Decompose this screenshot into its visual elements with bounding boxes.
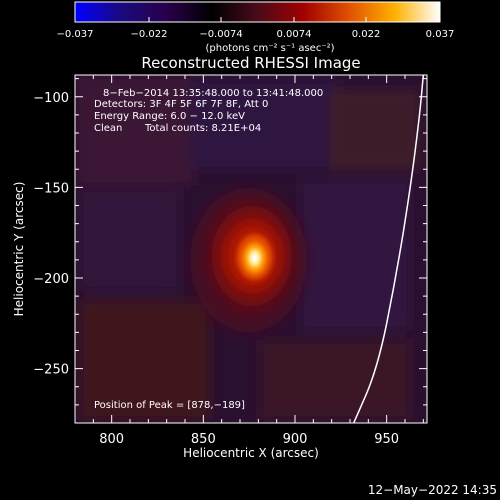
x-axis-ticks: 800 850 900 950 xyxy=(74,75,424,447)
x-tick-label: 900 xyxy=(283,432,308,447)
annotation-time-range: 8−Feb−2014 13:35:48.000 to 13:41:48.000 xyxy=(103,88,323,99)
colorbar-fill xyxy=(75,2,440,22)
flare-source xyxy=(190,188,307,333)
annotation-total-counts: Total counts: 8.21E+04 xyxy=(144,123,261,134)
x-tick-label: 850 xyxy=(191,432,216,447)
annotation-peak-position: Position of Peak = [878,−189] xyxy=(94,400,245,411)
colorbar-tick-label: −0.022 xyxy=(130,29,167,40)
colorbar-tick-label: −0.037 xyxy=(56,29,93,40)
annotation-method: Clean xyxy=(94,123,122,134)
x-tick-label: 800 xyxy=(99,432,124,447)
colorbar-tick-label: 0.0074 xyxy=(277,29,312,40)
annotation-detectors: Detectors: 3F 4F 5F 6F 7F 8F, Att 0 xyxy=(94,99,268,110)
image-layer xyxy=(75,75,427,423)
colorbar-tick-label: 0.037 xyxy=(426,29,455,40)
y-axis-ticks: −100 −150 −200 −250 xyxy=(33,78,427,424)
footer-timestamp: 12−May−2022 14:35 xyxy=(368,483,497,497)
annotations: 8−Feb−2014 13:35:48.000 to 13:41:48.000 … xyxy=(94,88,323,411)
plot-frame xyxy=(74,74,428,424)
plot-area: 800 850 900 950 −100 −150 −200 −250 xyxy=(33,74,428,447)
background-texture xyxy=(75,75,420,420)
colorbar-frame xyxy=(74,1,441,23)
x-tick-label: 950 xyxy=(374,432,399,447)
solar-limb-curve xyxy=(353,75,425,423)
colorbar-tick-label: −0.0074 xyxy=(199,29,242,40)
x-axis-label: Heliocentric X (arcsec) xyxy=(183,446,319,460)
y-tick-label: −200 xyxy=(33,272,69,287)
annotation-energy-range: Energy Range: 6.0 − 12.0 keV xyxy=(94,111,245,122)
colorbar-units-label: (photons cm⁻² s⁻¹ asec⁻²) xyxy=(205,43,334,54)
colorbar: −0.037 −0.022 −0.0074 0.0074 0.022 0.037 (pho… xyxy=(56,1,454,54)
colorbar-tick-label: 0.022 xyxy=(352,29,381,40)
y-tick-label: −100 xyxy=(33,91,69,106)
y-tick-label: −250 xyxy=(33,363,69,378)
y-axis-label: Heliocentric Y (arcsec) xyxy=(12,182,26,317)
colorbar-ticks: −0.037 −0.022 −0.0074 0.0074 0.022 0.037 xyxy=(56,17,454,40)
y-tick-label: −150 xyxy=(33,181,69,196)
flare-source-contour xyxy=(250,252,259,265)
chart-title: Reconstructed RHESSI Image xyxy=(141,54,360,72)
